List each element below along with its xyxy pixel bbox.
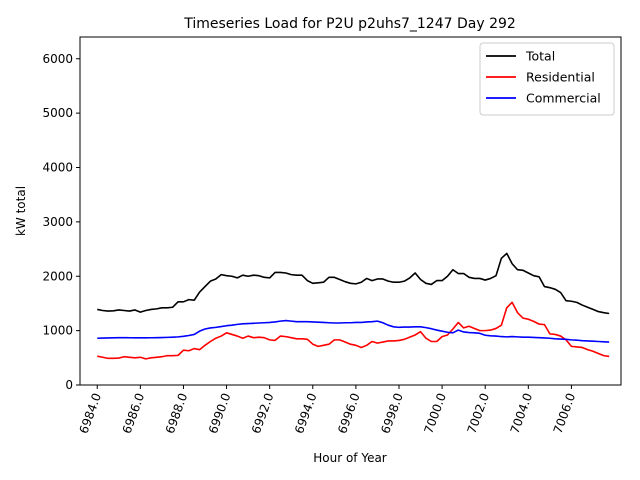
series-line-total [97,252,610,315]
series-line-commercial [97,319,610,343]
y-tick-label: 0 [65,378,73,392]
chart-title: Timeseries Load for P2U p2uhs7_1247 Day … [183,16,516,32]
y-tick-label: 2000 [42,269,73,283]
y-tick-label: 1000 [42,324,73,338]
legend-label-commercial: Commercial [526,91,601,106]
y-tick-label: 4000 [42,161,73,175]
y-tick-label: 3000 [42,215,73,229]
legend-label-residential: Residential [526,70,595,85]
legend: Total Residential Commercial [479,42,615,116]
legend-label-total: Total [525,49,555,64]
x-axis-label: Hour of Year [313,451,387,465]
y-axis-label: kW total [14,186,28,236]
series-line-residential [97,301,610,360]
plot-frame [79,36,622,386]
y-axis: 0 1000 2000 3000 4000 5000 6000 [42,52,80,392]
legend-box [479,42,615,116]
plot-lines [97,252,610,360]
y-tick-label: 6000 [42,52,73,66]
y-tick-label: 5000 [42,106,73,120]
